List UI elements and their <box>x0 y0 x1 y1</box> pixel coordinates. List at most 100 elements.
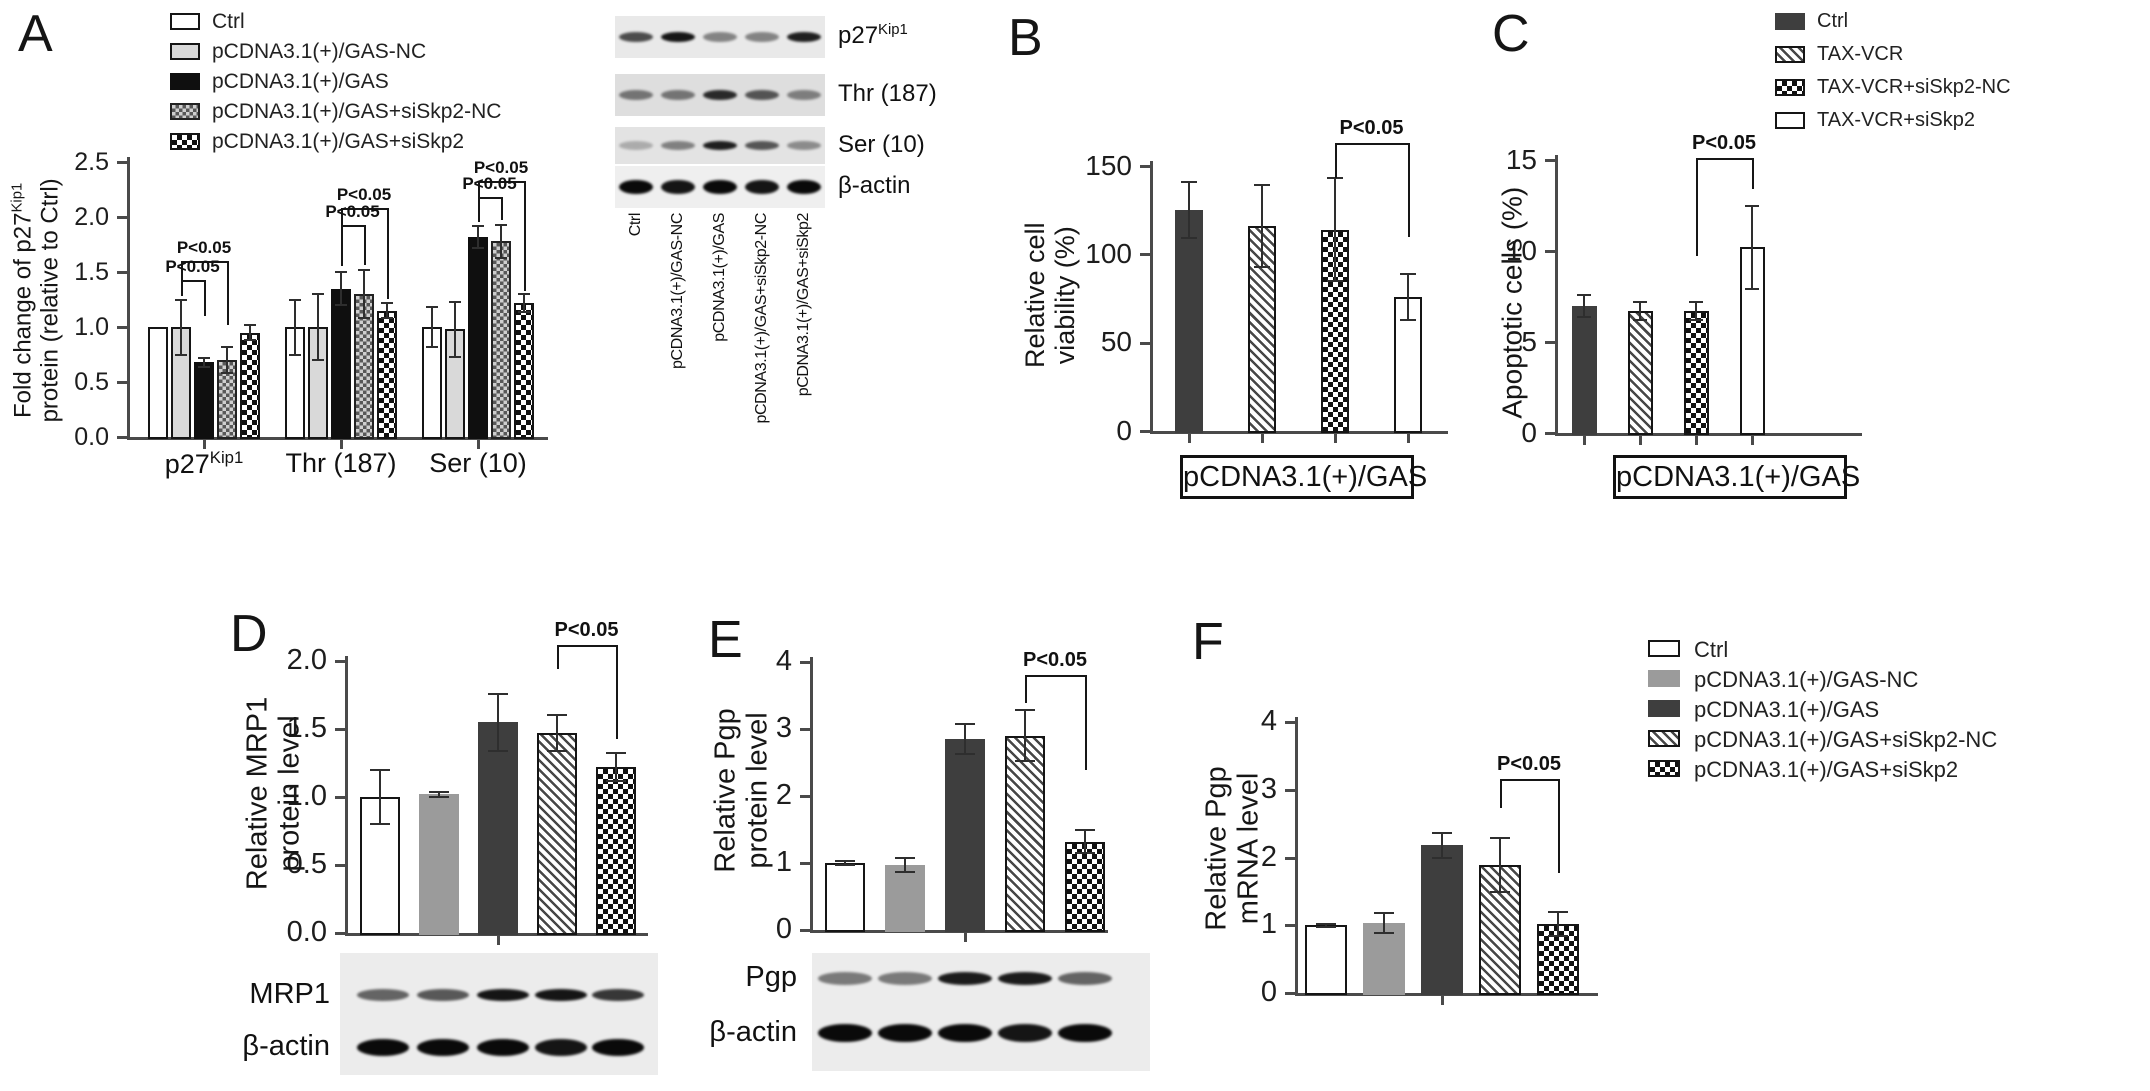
lane-label: pCDNA3.1(+)/GAS <box>711 213 728 342</box>
error-cap <box>606 779 626 782</box>
error-bar <box>431 307 433 347</box>
error-bar <box>1261 185 1263 267</box>
y-axis <box>1150 161 1153 434</box>
error-bar <box>1695 301 1697 321</box>
legend-swatch <box>1648 700 1680 717</box>
error-cap <box>198 356 210 359</box>
sig-label: P<0.05 <box>325 201 380 221</box>
y-tick-label: 0 <box>1116 414 1132 446</box>
blot-band <box>703 141 737 150</box>
sig-bracket-line <box>364 224 366 266</box>
sig-bracket-line <box>1558 778 1560 874</box>
blot-target-label: Ser (10) <box>838 130 925 158</box>
sig-label: P<0.05 <box>1339 117 1404 140</box>
sig-bracket-line <box>478 180 524 183</box>
sig-label: P<0.05 <box>473 157 529 177</box>
blot-target-label: Thr (187) <box>838 80 937 108</box>
sig-bracket-line <box>478 197 501 200</box>
error-cap <box>175 353 187 356</box>
legend-label: pCDNA3.1(+)/GAS+siSkp2-NC <box>212 100 502 123</box>
legend-swatch <box>1775 46 1805 63</box>
error-bar <box>1084 830 1086 853</box>
y-tick <box>800 862 810 865</box>
bar <box>1479 864 1521 995</box>
sig-bracket-line <box>341 224 343 267</box>
y-tick <box>335 864 345 867</box>
y-tick-label: 0 <box>1521 416 1537 448</box>
error-cap <box>1075 851 1095 854</box>
legend-swatch <box>170 43 200 60</box>
bar <box>514 302 534 439</box>
error-bar <box>203 357 205 367</box>
y-tick <box>1140 253 1150 257</box>
legend-label: Ctrl <box>1817 10 1849 32</box>
y-tick <box>1545 159 1555 162</box>
error-bar <box>438 791 440 797</box>
error-cap <box>1254 184 1270 187</box>
panel-letter-a: A <box>18 5 53 63</box>
x-tick <box>1751 436 1754 445</box>
blot-band <box>703 90 737 100</box>
error-cap <box>955 723 975 726</box>
y-tick-label: 2.0 <box>286 644 327 677</box>
blot-band <box>535 1038 587 1056</box>
y-tick-label: 4 <box>775 645 792 678</box>
error-cap <box>835 859 855 862</box>
blot-band <box>787 32 821 42</box>
error-cap <box>175 298 187 301</box>
bar <box>1005 735 1045 932</box>
error-cap <box>426 345 438 348</box>
y-tick <box>335 660 345 663</box>
blot-target-label: Pgp <box>745 961 797 994</box>
error-cap <box>1490 836 1510 839</box>
error-cap <box>472 224 484 227</box>
y-tick-label: 2 <box>1260 840 1277 873</box>
panel-letter-f: F <box>1192 613 1224 671</box>
y-tick <box>1285 788 1295 792</box>
error-cap <box>1327 177 1343 180</box>
error-cap <box>429 796 449 798</box>
sig-bracket-line <box>616 644 618 739</box>
error-cap <box>312 293 324 295</box>
blot-band <box>619 141 653 150</box>
sig-bracket-line <box>341 208 387 211</box>
panel-letter-d: D <box>230 605 268 663</box>
blot-band <box>477 1038 529 1056</box>
legend-swatch <box>1648 760 1680 777</box>
bar <box>354 294 374 439</box>
sig-bracket-line <box>387 208 389 300</box>
y-tick <box>1285 992 1295 995</box>
sig-bracket-line <box>478 180 480 198</box>
error-cap <box>1577 293 1591 296</box>
error-bar <box>379 769 381 825</box>
blot-band <box>703 32 737 42</box>
axis-title-y: Relative Pgp mRNA level <box>1200 765 1265 931</box>
sig-label: P<0.05 <box>165 256 220 276</box>
sig-bracket-line <box>1696 158 1698 257</box>
error-bar <box>1557 911 1559 937</box>
bar <box>1683 311 1709 435</box>
blot-band <box>818 1024 872 1042</box>
bar <box>478 722 518 935</box>
y-tick-label: 150 <box>1085 149 1132 181</box>
bar <box>148 327 168 439</box>
error-bar <box>249 324 251 341</box>
error-cap <box>547 749 567 752</box>
bar <box>217 360 237 439</box>
y-axis <box>1295 717 1298 996</box>
blot-band <box>818 971 872 985</box>
y-tick-label: 10 <box>1505 234 1537 266</box>
legend-label: pCDNA3.1(+)/GAS+siSkp2 <box>1694 757 1959 782</box>
x-tick <box>1441 996 1444 1005</box>
blot-band <box>619 180 653 194</box>
legend-label: pCDNA3.1(+)/GAS <box>212 70 389 93</box>
error-cap <box>1432 856 1452 859</box>
lane-label: Ctrl <box>627 213 644 237</box>
y-tick <box>117 216 127 219</box>
bar <box>1305 925 1347 995</box>
error-cap <box>1316 925 1336 928</box>
bar <box>331 288 351 439</box>
x-tick <box>1695 436 1698 445</box>
legend-swatch <box>1775 13 1805 30</box>
error-cap <box>335 271 347 273</box>
